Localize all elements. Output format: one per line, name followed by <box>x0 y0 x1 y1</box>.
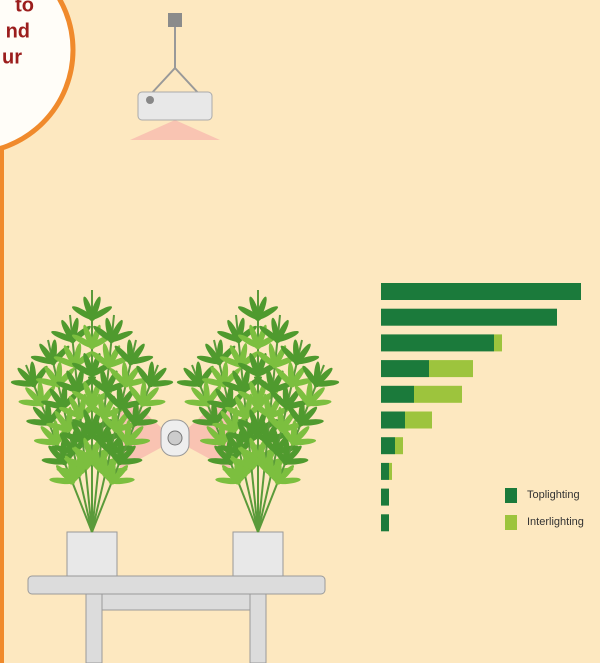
bar <box>381 386 414 403</box>
illustration: to nd ur Toplighting Interlighting <box>0 0 600 663</box>
pot <box>67 532 117 576</box>
bar <box>381 309 557 326</box>
legend-label: Toplighting <box>527 489 580 501</box>
callout-text: ur <box>2 46 22 68</box>
legend-label: Interlighting <box>527 516 584 528</box>
bar <box>381 283 581 300</box>
bar <box>381 360 429 377</box>
bar <box>381 489 389 506</box>
bar <box>381 463 389 480</box>
bar <box>381 437 395 454</box>
plants <box>11 290 340 532</box>
legend-swatch <box>505 515 517 530</box>
bar <box>395 437 403 454</box>
callout-text: to <box>15 0 34 16</box>
bar <box>414 386 462 403</box>
pot <box>233 532 283 576</box>
bar <box>429 360 473 377</box>
callout-text: nd <box>6 20 30 42</box>
bar <box>381 334 494 351</box>
bar <box>381 514 389 531</box>
bar <box>389 463 392 480</box>
interlight-lens <box>168 431 182 445</box>
bar <box>381 412 405 429</box>
table <box>28 576 325 663</box>
legend-swatch <box>505 488 517 503</box>
lamp <box>130 13 220 140</box>
infographic: to nd ur Toplighting Interlighting <box>0 0 600 663</box>
bar <box>494 334 502 351</box>
bar <box>405 412 432 429</box>
